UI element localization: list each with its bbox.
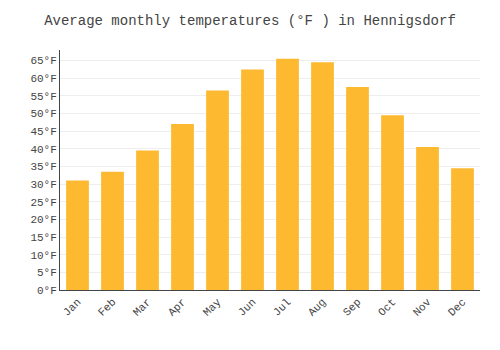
svg-text:Mar: Mar	[131, 296, 153, 318]
svg-text:35°F: 35°F	[30, 161, 56, 173]
svg-text:65°F: 65°F	[30, 55, 56, 67]
svg-text:Aug: Aug	[306, 296, 328, 318]
svg-text:15°F: 15°F	[30, 232, 56, 244]
svg-text:Jul: Jul	[271, 296, 293, 318]
svg-text:55°F: 55°F	[30, 91, 56, 103]
svg-text:30°F: 30°F	[30, 179, 56, 191]
svg-text:0°F: 0°F	[37, 285, 57, 297]
svg-text:10°F: 10°F	[30, 250, 56, 262]
svg-text:50°F: 50°F	[30, 108, 56, 120]
svg-text:Jun: Jun	[236, 296, 258, 318]
svg-text:Nov: Nov	[411, 296, 434, 319]
svg-text:Dec: Dec	[446, 296, 468, 318]
svg-text:20°F: 20°F	[30, 214, 56, 226]
svg-text:40°F: 40°F	[30, 144, 56, 156]
svg-text:Sep: Sep	[341, 296, 363, 318]
svg-text:Average monthly temperatures (: Average monthly temperatures (°F ) in He…	[44, 13, 456, 29]
svg-text:25°F: 25°F	[30, 197, 56, 209]
svg-text:Apr: Apr	[166, 296, 188, 318]
svg-text:60°F: 60°F	[30, 73, 56, 85]
svg-text:5°F: 5°F	[37, 267, 57, 279]
svg-text:May: May	[201, 296, 224, 319]
svg-text:Oct: Oct	[376, 296, 398, 318]
svg-text:Jan: Jan	[61, 296, 83, 318]
svg-text:Feb: Feb	[96, 296, 118, 318]
svg-text:45°F: 45°F	[30, 126, 56, 138]
